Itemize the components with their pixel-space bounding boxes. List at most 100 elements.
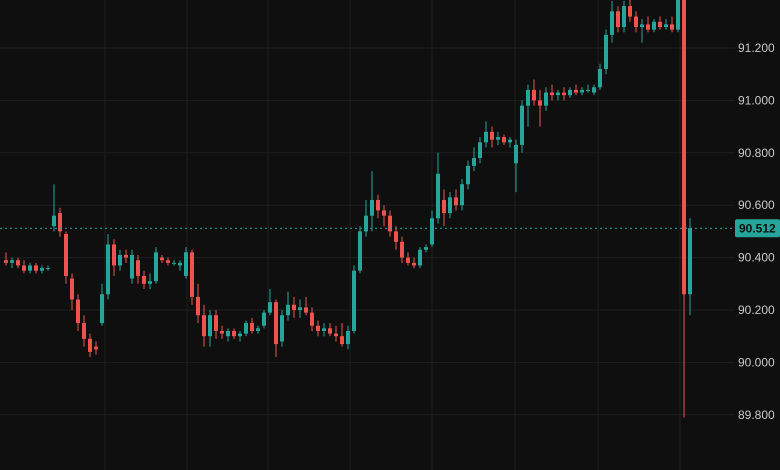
candle-body	[472, 158, 476, 166]
candle	[484, 121, 488, 148]
candle-body	[76, 299, 80, 324]
candle-body	[382, 210, 386, 216]
candle-body	[676, 0, 680, 30]
candle	[130, 249, 134, 284]
candle-body	[286, 304, 290, 316]
y-tick-label: 91.000	[738, 93, 775, 107]
candle	[610, 0, 614, 43]
candle-body	[208, 315, 212, 337]
candle	[364, 199, 368, 237]
candle-body	[448, 197, 452, 214]
candle-body	[688, 228, 692, 295]
candle-body	[628, 6, 632, 17]
candle-body	[238, 333, 242, 337]
candle-body	[106, 244, 110, 295]
candle	[520, 100, 524, 153]
candle	[418, 247, 422, 269]
candle	[202, 304, 206, 347]
candle-body	[508, 139, 512, 143]
candle-body	[40, 268, 44, 271]
candle	[634, 11, 638, 33]
candle	[562, 87, 566, 101]
candle-body	[346, 330, 350, 345]
candle	[688, 218, 692, 316]
candle	[514, 139, 518, 193]
candle	[280, 310, 284, 347]
candle-body	[262, 312, 266, 326]
candle-body	[10, 260, 14, 263]
candle	[64, 231, 68, 284]
candle	[622, 0, 626, 33]
candle	[292, 296, 296, 318]
candle-body	[490, 131, 494, 140]
candle	[4, 252, 8, 266]
candle	[232, 328, 236, 339]
candle-body	[484, 131, 488, 143]
candle	[76, 294, 80, 331]
candle-body	[436, 173, 440, 219]
candle	[256, 325, 260, 334]
candle-body	[70, 278, 74, 300]
candle-body	[34, 265, 38, 271]
candle	[628, 0, 632, 22]
candle-body	[598, 68, 602, 88]
candle-body	[418, 249, 422, 266]
candle	[586, 84, 590, 93]
candle-body	[28, 265, 32, 271]
candle-body	[292, 304, 296, 310]
candle-body	[88, 338, 92, 352]
candle	[172, 260, 176, 266]
candle-body	[16, 260, 20, 266]
candle	[52, 184, 56, 232]
candle	[166, 257, 170, 266]
candle-body	[52, 215, 56, 227]
candle-body	[280, 315, 284, 342]
candle-body	[592, 87, 596, 93]
candle-body	[400, 241, 404, 258]
candle	[526, 84, 530, 127]
candle	[88, 333, 92, 358]
candle-body	[298, 307, 302, 310]
candle	[220, 325, 224, 339]
candle	[136, 254, 140, 284]
price-axis[interactable]: 91.400 91.200 91.000 90.800 90.600 90.400 90.2…	[738, 0, 775, 422]
candle-body	[460, 184, 464, 206]
candle	[592, 84, 596, 96]
candle-body	[142, 275, 146, 284]
candle-body	[538, 100, 542, 106]
candle	[556, 89, 560, 101]
candle-body	[334, 333, 338, 337]
candle-body	[46, 268, 50, 270]
candle-body	[574, 89, 578, 93]
candle-body	[64, 234, 68, 276]
candle-body	[580, 89, 584, 93]
candle-body	[406, 257, 410, 263]
candle-body	[328, 328, 332, 334]
candle-body	[154, 252, 158, 282]
candle-body	[58, 213, 62, 232]
candle	[58, 207, 62, 237]
candle	[502, 134, 506, 145]
candle-body	[682, 0, 686, 295]
y-tick-label: 90.400	[738, 251, 775, 265]
candle	[196, 283, 200, 324]
candle	[664, 19, 668, 30]
candle-body	[352, 270, 356, 331]
candle-body	[94, 346, 98, 350]
candle	[658, 16, 662, 30]
candle-body	[664, 24, 668, 28]
candle	[406, 252, 410, 266]
last-price-label: 90.512	[739, 221, 776, 235]
candle-body	[610, 11, 614, 35]
candle	[112, 239, 116, 276]
candle-body	[322, 328, 326, 331]
candle	[670, 16, 674, 33]
candle	[460, 179, 464, 211]
candle	[16, 257, 20, 269]
candle	[598, 63, 602, 90]
candle	[322, 323, 326, 337]
candle	[508, 137, 512, 148]
candle	[652, 19, 656, 33]
candle	[358, 226, 362, 274]
